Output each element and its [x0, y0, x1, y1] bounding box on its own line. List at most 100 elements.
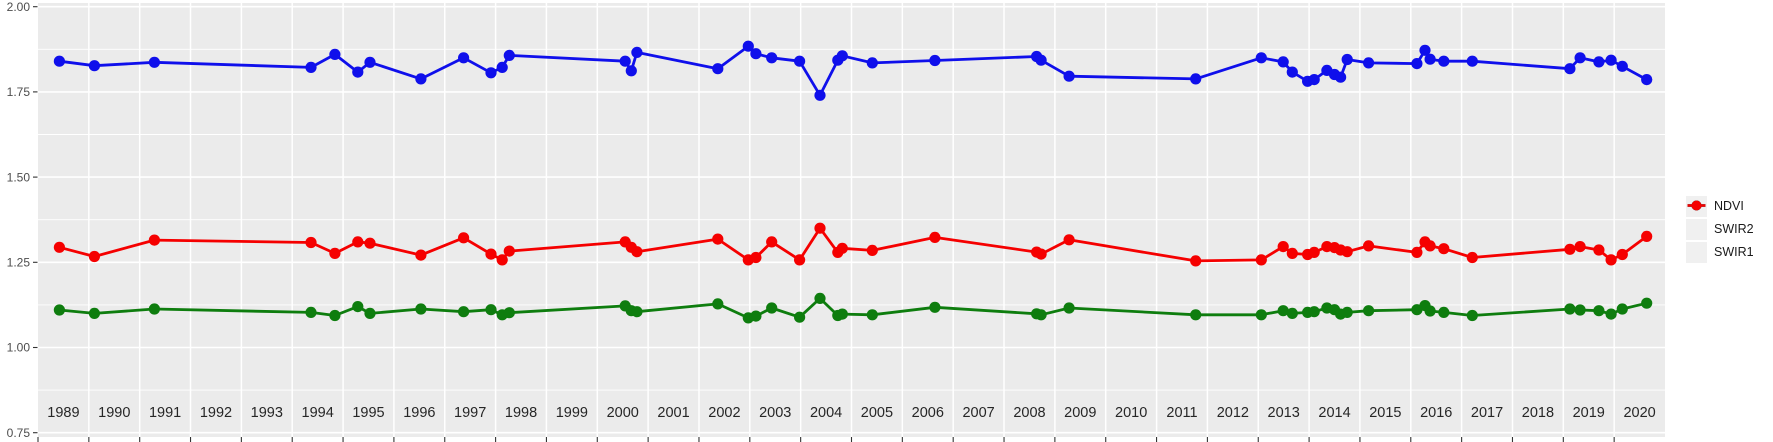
data-point-NDVI	[1341, 53, 1353, 66]
data-point-SWIR1	[1593, 244, 1605, 256]
data-point-SWIR2	[1605, 308, 1617, 320]
x-tick-label: 2005	[861, 405, 893, 421]
data-point-NDVI	[53, 55, 65, 67]
data-point-SWIR1	[1641, 230, 1653, 242]
data-point-SWIR1	[1438, 243, 1450, 255]
x-tick-label: 2019	[1573, 405, 1605, 421]
data-point-SWIR1	[458, 232, 470, 244]
x-tick-label: 2011	[1166, 405, 1197, 421]
data-point-SWIR1	[1255, 254, 1267, 266]
legend-glyph	[1687, 200, 1706, 211]
x-tick-label: 2006	[912, 405, 944, 421]
legend-entry-SWIR1: SWIR1	[1686, 200, 1754, 264]
data-point-SWIR1	[364, 237, 376, 249]
data-point-NDVI	[766, 52, 778, 64]
x-tick-label: 2008	[1013, 405, 1045, 421]
data-point-SWIR2	[1574, 304, 1586, 316]
data-point-NDVI	[503, 49, 515, 62]
data-point-SWIR1	[148, 234, 160, 246]
x-tick-label: 2020	[1623, 405, 1655, 421]
data-point-SWIR2	[458, 306, 470, 318]
data-point-SWIR1	[1564, 243, 1576, 255]
data-point-NDVI	[1605, 54, 1617, 66]
x-tick-label: 2004	[810, 405, 842, 421]
legend-label: SWIR2	[1714, 222, 1754, 236]
x-tick-label: 2014	[1318, 405, 1350, 421]
data-point-SWIR2	[1564, 303, 1576, 315]
x-tick-label: 2010	[1115, 405, 1147, 421]
data-point-SWIR2	[485, 304, 497, 316]
x-tick-label: 2009	[1064, 405, 1096, 421]
data-point-SWIR1	[1424, 240, 1436, 252]
data-point-SWIR1	[1466, 251, 1478, 264]
data-point-NDVI	[352, 66, 364, 78]
data-point-NDVI	[750, 48, 762, 60]
x-tick-label: 1998	[505, 405, 537, 421]
x-tick-label: 1991	[149, 405, 181, 421]
data-point-NDVI	[1419, 44, 1431, 56]
data-point-NDVI	[1035, 54, 1047, 66]
data-point-SWIR1	[712, 233, 724, 245]
data-point-SWIR2	[836, 308, 848, 320]
data-point-SWIR1	[929, 231, 941, 243]
y-tick-label: 1.00	[7, 341, 31, 355]
data-point-SWIR2	[712, 298, 724, 310]
data-point-SWIR1	[53, 241, 65, 253]
y-tick-label: 0.75	[7, 426, 31, 440]
x-tick-label: 2003	[759, 405, 791, 421]
x-tick-label: 1997	[454, 405, 486, 421]
data-point-NDVI	[1438, 55, 1450, 67]
x-tick-label: 2018	[1522, 405, 1554, 421]
legend-entry-SWIR2: SWIR2	[1686, 200, 1754, 241]
x-tick-label: 1989	[47, 405, 79, 421]
data-point-SWIR2	[88, 307, 100, 319]
data-point-NDVI	[1641, 74, 1653, 86]
data-point-NDVI	[631, 46, 643, 59]
data-point-SWIR2	[1255, 309, 1267, 321]
data-point-NDVI	[329, 48, 341, 61]
data-point-NDVI	[485, 67, 497, 79]
data-point-SWIR1	[1308, 246, 1320, 258]
data-point-NDVI	[625, 65, 637, 77]
data-point-NDVI	[929, 54, 941, 67]
y-tick-label: 2.00	[7, 0, 31, 14]
x-tick-label: 2016	[1420, 405, 1452, 421]
data-point-SWIR2	[415, 303, 427, 315]
data-point-NDVI	[712, 63, 724, 75]
data-point-SWIR1	[836, 242, 848, 254]
data-point-SWIR1	[750, 251, 762, 264]
data-point-SWIR2	[1063, 302, 1075, 314]
data-point-SWIR2	[1438, 306, 1450, 318]
data-point-NDVI	[1466, 55, 1478, 67]
data-point-NDVI	[866, 57, 878, 69]
data-point-SWIR2	[148, 303, 160, 315]
data-point-SWIR1	[1574, 241, 1586, 253]
data-point-SWIR2	[1593, 305, 1605, 317]
data-point-SWIR1	[631, 246, 643, 258]
x-tick-label: 1995	[352, 405, 384, 421]
data-point-SWIR2	[1190, 309, 1202, 321]
data-point-NDVI	[148, 56, 160, 68]
legend-key-swatch	[1686, 200, 1707, 263]
data-point-NDVI	[415, 73, 427, 85]
data-point-NDVI	[1424, 53, 1436, 65]
data-point-SWIR1	[1605, 254, 1617, 266]
data-point-NDVI	[1574, 52, 1586, 64]
x-tick-label: 1996	[403, 405, 435, 421]
data-point-NDVI	[1255, 52, 1267, 64]
x-tick-label: 2001	[657, 405, 689, 421]
data-point-SWIR1	[415, 249, 427, 261]
legend: NDVI SWIR2 SWIR1	[1686, 195, 1754, 264]
data-point-SWIR1	[1286, 247, 1298, 259]
x-tick-label: 1999	[556, 405, 588, 421]
x-tick-label: 1994	[302, 405, 334, 421]
data-point-SWIR2	[503, 307, 515, 319]
data-point-SWIR1	[1411, 246, 1423, 258]
data-point-NDVI	[1411, 58, 1423, 70]
data-point-SWIR1	[88, 250, 100, 263]
data-point-SWIR1	[305, 236, 317, 249]
legend-label: SWIR1	[1714, 245, 1754, 259]
data-point-NDVI	[1286, 66, 1298, 78]
data-point-SWIR2	[794, 311, 806, 323]
